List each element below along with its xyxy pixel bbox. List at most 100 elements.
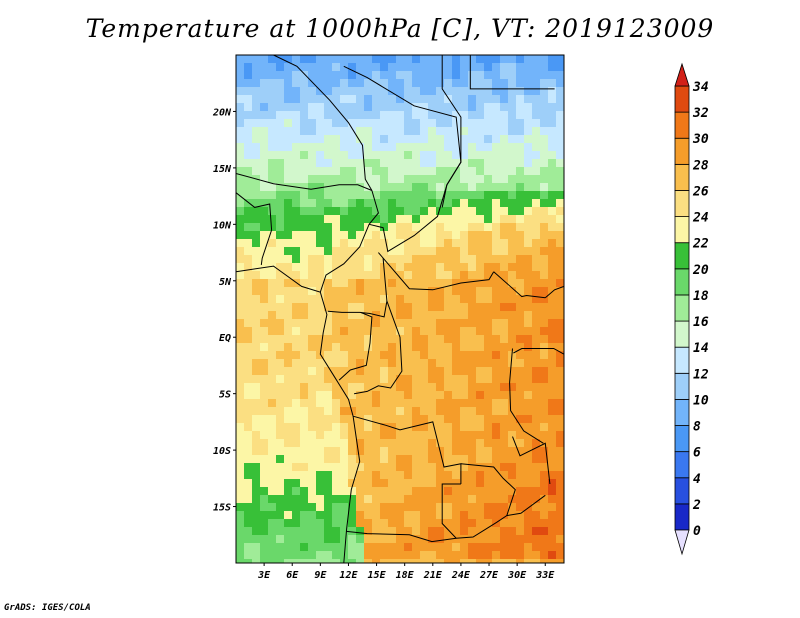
temperature-cell: [548, 311, 557, 320]
temperature-cell: [356, 231, 365, 240]
temperature-cell: [516, 287, 525, 296]
temperature-cell: [332, 415, 341, 424]
temperature-cell: [420, 319, 429, 328]
temperature-cell: [500, 359, 509, 368]
temperature-cell: [444, 127, 453, 136]
temperature-cell: [300, 535, 309, 544]
colorbar-segment: [674, 242, 690, 270]
temperature-cell: [516, 559, 525, 564]
temperature-cell: [324, 135, 333, 144]
temperature-cell: [532, 143, 541, 152]
temperature-cell: [420, 511, 429, 520]
temperature-cell: [412, 103, 421, 112]
temperature-cell: [388, 239, 397, 248]
temperature-cell: [340, 183, 349, 192]
temperature-cell: [508, 343, 517, 352]
temperature-cell: [316, 255, 325, 264]
temperature-cell: [252, 207, 261, 216]
temperature-cell: [404, 303, 413, 312]
temperature-cell: [428, 343, 437, 352]
temperature-cell: [428, 167, 437, 176]
temperature-cell: [468, 487, 477, 496]
temperature-cell: [556, 511, 565, 520]
temperature-cell: [484, 543, 493, 552]
border-line: [378, 252, 495, 291]
temperature-cell: [252, 367, 261, 376]
temperature-cell: [380, 487, 389, 496]
temperature-cell: [276, 447, 285, 456]
temperature-cell: [428, 87, 437, 96]
temperature-cell: [364, 151, 373, 160]
temperature-cell: [340, 407, 349, 416]
temperature-cell: [332, 127, 341, 136]
temperature-cell: [516, 263, 525, 272]
temperature-cell: [252, 263, 261, 272]
temperature-cell: [292, 167, 301, 176]
temperature-cell: [236, 383, 245, 392]
temperature-cell: [484, 87, 493, 96]
temperature-cell: [396, 79, 405, 88]
temperature-cell: [420, 255, 429, 264]
temperature-cell: [244, 247, 253, 256]
temperature-cell: [292, 63, 301, 72]
temperature-cell: [316, 343, 325, 352]
temperature-cell: [452, 343, 461, 352]
temperature-cell: [452, 495, 461, 504]
temperature-cell: [484, 479, 493, 488]
temperature-cell: [300, 151, 309, 160]
temperature-cell: [244, 495, 253, 504]
temperature-cell: [556, 215, 565, 224]
temperature-cell: [252, 247, 261, 256]
temperature-cell: [412, 423, 421, 432]
temperature-cell: [316, 415, 325, 424]
temperature-cell: [260, 55, 269, 64]
temperature-cell: [332, 359, 341, 368]
temperature-cell: [532, 271, 541, 280]
temperature-cell: [460, 319, 469, 328]
temperature-cell: [540, 231, 549, 240]
temperature-cell: [532, 223, 541, 232]
temperature-cell: [308, 95, 317, 104]
temperature-cell: [508, 263, 517, 272]
temperature-cell: [428, 119, 437, 128]
temperature-cell: [380, 191, 389, 200]
temperature-cell: [260, 471, 269, 480]
temperature-cell: [492, 151, 501, 160]
temperature-cell: [484, 407, 493, 416]
temperature-cell: [420, 183, 429, 192]
temperature-cell: [236, 175, 245, 184]
temperature-cell: [452, 407, 461, 416]
temperature-cell: [540, 407, 549, 416]
temperature-cell: [420, 71, 429, 80]
temperature-cell: [364, 479, 373, 488]
temperature-cell: [428, 359, 437, 368]
temperature-cell: [340, 399, 349, 408]
temperature-cell: [492, 303, 501, 312]
temperature-cell: [284, 175, 293, 184]
temperature-cell: [316, 127, 325, 136]
border-line: [544, 285, 565, 299]
temperature-cell: [396, 559, 405, 564]
temperature-cell: [404, 431, 413, 440]
temperature-cell: [244, 191, 253, 200]
temperature-cell: [412, 295, 421, 304]
temperature-cell: [532, 439, 541, 448]
temperature-cell: [300, 431, 309, 440]
temperature-cell: [236, 207, 245, 216]
temperature-cell: [412, 319, 421, 328]
temperature-cell: [268, 167, 277, 176]
temperature-cell: [388, 183, 397, 192]
temperature-cell: [484, 239, 493, 248]
temperature-cell: [308, 271, 317, 280]
temperature-cell: [548, 127, 557, 136]
temperature-cell: [484, 359, 493, 368]
temperature-cell: [460, 111, 469, 120]
temperature-cell: [356, 87, 365, 96]
temperature-cell: [396, 103, 405, 112]
temperature-cell: [548, 479, 557, 488]
temperature-cell: [492, 135, 501, 144]
temperature-cell: [372, 255, 381, 264]
temperature-cell: [484, 519, 493, 528]
temperature-cell: [540, 103, 549, 112]
temperature-cell: [316, 63, 325, 72]
